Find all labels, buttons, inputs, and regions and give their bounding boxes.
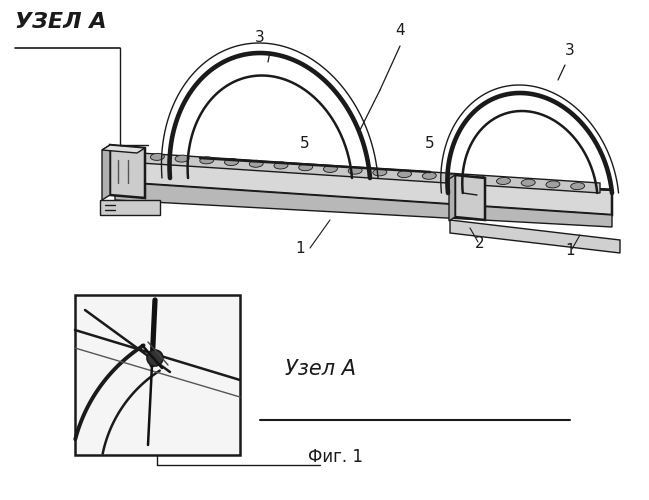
Text: 1: 1 — [565, 243, 575, 258]
Ellipse shape — [521, 179, 535, 186]
Ellipse shape — [348, 167, 362, 174]
Text: 2: 2 — [475, 236, 485, 251]
Ellipse shape — [175, 155, 189, 162]
Text: Узел А: Узел А — [285, 359, 356, 379]
Ellipse shape — [274, 162, 288, 169]
Polygon shape — [450, 220, 620, 253]
Bar — [75, 295, 240, 455]
Polygon shape — [100, 200, 160, 215]
Ellipse shape — [299, 164, 313, 170]
Ellipse shape — [422, 172, 436, 180]
Ellipse shape — [447, 174, 461, 181]
Polygon shape — [125, 152, 600, 193]
Text: 3: 3 — [565, 43, 575, 58]
Text: Фиг. 1: Фиг. 1 — [308, 448, 363, 466]
Ellipse shape — [472, 176, 485, 183]
Polygon shape — [115, 155, 612, 215]
Ellipse shape — [398, 170, 411, 177]
Ellipse shape — [373, 169, 387, 176]
Text: УЗЕЛ А: УЗЕЛ А — [15, 12, 106, 32]
Ellipse shape — [225, 158, 239, 166]
Polygon shape — [110, 145, 145, 198]
Polygon shape — [102, 145, 110, 200]
Text: 3: 3 — [255, 30, 265, 45]
Text: 5: 5 — [425, 136, 435, 151]
Text: 1: 1 — [295, 241, 305, 256]
Circle shape — [147, 350, 163, 366]
Polygon shape — [115, 182, 612, 227]
Polygon shape — [455, 175, 485, 220]
Ellipse shape — [151, 154, 164, 160]
Ellipse shape — [546, 181, 560, 188]
Ellipse shape — [323, 166, 337, 172]
Text: 5: 5 — [300, 136, 310, 151]
Text: 4: 4 — [395, 23, 405, 38]
Polygon shape — [102, 145, 145, 153]
Polygon shape — [449, 175, 455, 221]
Ellipse shape — [570, 182, 585, 190]
Ellipse shape — [496, 178, 511, 184]
Ellipse shape — [200, 157, 214, 164]
Ellipse shape — [249, 160, 263, 168]
